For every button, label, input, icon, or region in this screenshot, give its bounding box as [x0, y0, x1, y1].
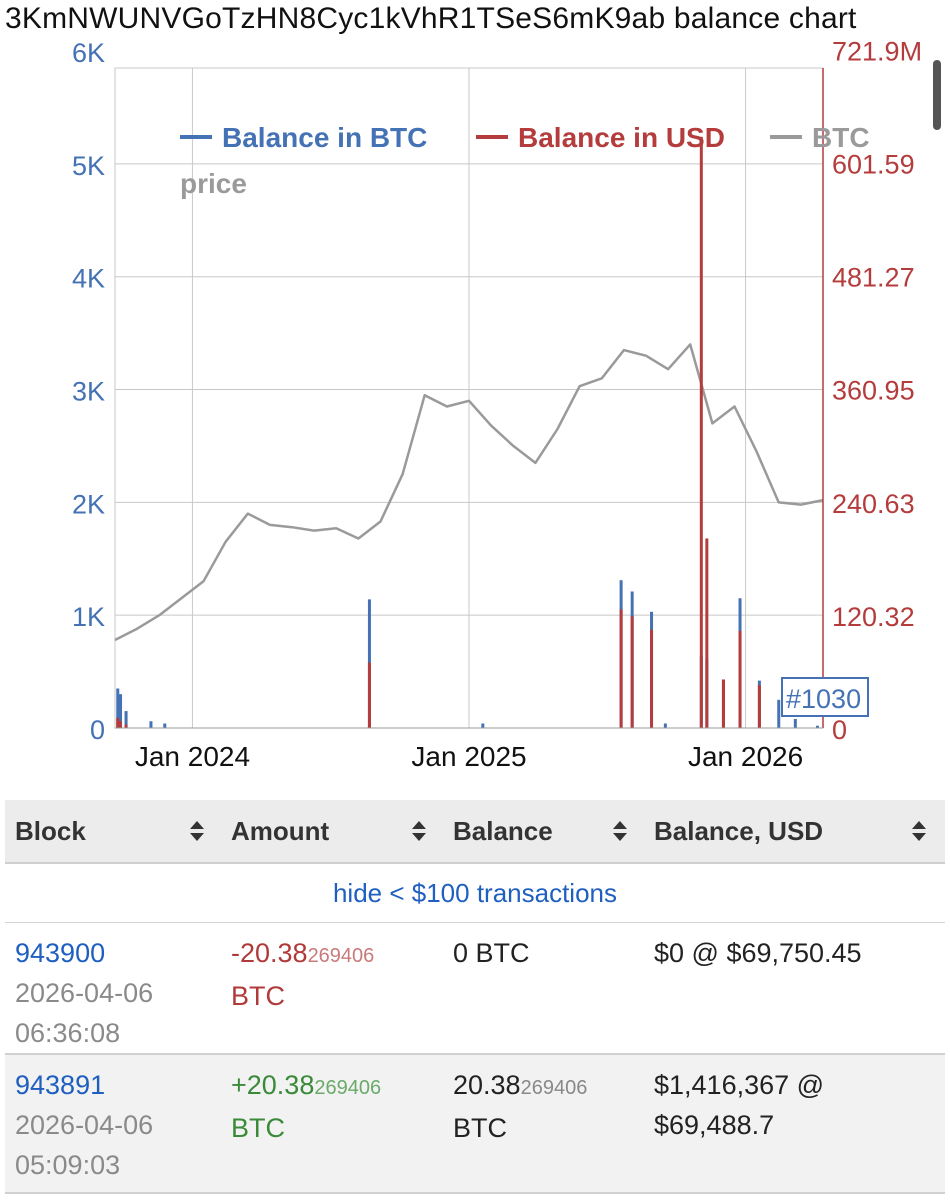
y-right-tick-label: 601.59: [832, 149, 915, 179]
balance-usd-bar: [367, 662, 371, 728]
page-title: 3KmNWUNVGoTzHN8Cyc1kVhR1TSeS6mK9ab balan…: [5, 2, 857, 35]
tx-time: 05:09:03: [15, 1150, 121, 1180]
amount-unit: BTC: [231, 1113, 285, 1143]
table-row: 943891 2026-04-06 05:09:03 +20.38269406 …: [5, 1055, 945, 1194]
y-left-tick-label: 3K: [72, 377, 105, 407]
y-left-tick-label: 2K: [72, 489, 105, 519]
balance-usd-bar: [757, 685, 761, 728]
balance-usd-bar: [738, 630, 742, 728]
tx-balance: 20.38269406 BTC: [453, 1065, 587, 1148]
tx-balance: 0 BTC: [453, 933, 530, 973]
balance-usd-bar: [124, 724, 128, 728]
sort-icon[interactable]: [611, 819, 629, 843]
usd-line1: $0 @ $69,750.45: [654, 938, 862, 968]
legend-label-btc: Balance in BTC: [222, 122, 427, 153]
scroll-indicator: [933, 60, 941, 130]
sort-icon[interactable]: [910, 819, 928, 843]
balance-btc-bar: [119, 694, 123, 728]
y-right-tick-label: 481.27: [832, 263, 915, 293]
price-series: [114, 343, 824, 642]
tx-date: 2026-04-06: [15, 1110, 154, 1140]
x-tick-label: Jan 2026: [688, 741, 803, 772]
legend-label-price-cont: price: [180, 168, 247, 199]
tx-amount: +20.38269406 BTC: [231, 1065, 381, 1148]
balance-btc-bar: [163, 723, 167, 728]
usd-line2: $69,488.7: [654, 1110, 775, 1140]
y-right-tick-label: 360.95: [832, 376, 915, 406]
y-right-tick-label: 721.9M: [832, 40, 922, 66]
sort-icon[interactable]: [188, 819, 206, 843]
y-left-tick-label: 6K: [72, 40, 105, 68]
balance-usd-bar: [630, 616, 634, 728]
y-left-tick-label: 4K: [72, 264, 105, 294]
balance-small: 269406: [520, 1077, 588, 1099]
tx-amount: -20.38269406 BTC: [231, 933, 374, 1016]
y-right-tick-label: 240.63: [832, 489, 915, 519]
chart-annotation: #1030: [781, 677, 869, 717]
balance-main: 0 BTC: [453, 938, 530, 968]
tx-time: 06:36:08: [15, 1018, 121, 1048]
legend-label-price: BTC: [812, 122, 870, 153]
block-link[interactable]: 943900: [15, 938, 106, 968]
bar-series: [116, 136, 819, 729]
balance-btc-bar: [124, 711, 128, 728]
legend-label-usd: Balance in USD: [518, 122, 725, 153]
amount-small: 269406: [314, 1077, 382, 1099]
btc-price-line: [114, 343, 824, 642]
balance-chart: 0 1K 2K 3K 4K 5K 6K 0 120.32 240.63 360.95 481.27 60…: [72, 40, 941, 772]
header-amount[interactable]: Amount: [231, 816, 330, 846]
table-header: Block Amount Balance Balance, USD: [5, 800, 945, 864]
header-balance[interactable]: Balance: [453, 816, 553, 846]
y-left-tick-label: 5K: [72, 151, 105, 181]
sort-icon[interactable]: [410, 819, 428, 843]
balance-main: 20.38: [453, 1070, 521, 1100]
header-balance-usd[interactable]: Balance, USD: [654, 816, 824, 846]
balance-btc-bar: [663, 723, 667, 728]
y-right-tick-label: 120.32: [832, 602, 915, 632]
amount-small: 269406: [307, 945, 375, 967]
chart-axes: 0 1K 2K 3K 4K 5K 6K 0 120.32 240.63 360.95 481.27 60…: [72, 40, 941, 772]
tx-date: 2026-04-06: [15, 978, 154, 1008]
amount-unit: BTC: [231, 981, 285, 1011]
balance-btc-bar: [481, 723, 485, 728]
balance-unit: BTC: [453, 1113, 507, 1143]
y-left-tick-label: 1K: [72, 602, 105, 632]
tx-balance-usd: $0 @ $69,750.45: [654, 933, 862, 973]
y-left-tick-label: 0: [90, 715, 105, 745]
x-tick-label: Jan 2025: [411, 741, 526, 772]
balance-usd-bar: [650, 629, 654, 728]
balance-usd-bar: [119, 721, 123, 728]
usd-line1: $1,416,367 @: [654, 1070, 825, 1100]
balance-btc-bar: [149, 721, 153, 728]
table-row: 943900 2026-04-06 06:36:08 -20.38269406 …: [5, 923, 945, 1055]
balance-usd-bar: [699, 136, 703, 729]
tx-balance-usd: $1,416,367 @ $69,488.7: [654, 1065, 824, 1145]
balance-btc-bar: [815, 725, 819, 728]
balance-btc-bar: [777, 699, 781, 728]
balance-usd-bar: [116, 717, 120, 728]
chart-legend: Balance in BTC Balance in USD BTC price: [180, 122, 870, 199]
annotation-box: [781, 677, 869, 717]
chart-grid: [114, 67, 824, 729]
y-right-tick-label: 0: [832, 715, 847, 745]
amount-main: -20.38: [231, 938, 308, 968]
block-link[interactable]: 943891: [15, 1070, 106, 1100]
amount-main: +20.38: [231, 1070, 315, 1100]
balance-usd-bar: [619, 609, 623, 728]
balance-usd-bar: [721, 679, 725, 728]
balance-btc-bar: [793, 718, 797, 728]
annotation-label: #1030: [786, 684, 861, 714]
x-tick-label: Jan 2024: [135, 741, 250, 772]
header-block[interactable]: Block: [15, 816, 86, 846]
balance-btc-bar: [116, 688, 120, 728]
balance-usd-bar: [705, 538, 709, 728]
hide-small-transactions-link[interactable]: hide < $100 transactions: [5, 864, 945, 923]
